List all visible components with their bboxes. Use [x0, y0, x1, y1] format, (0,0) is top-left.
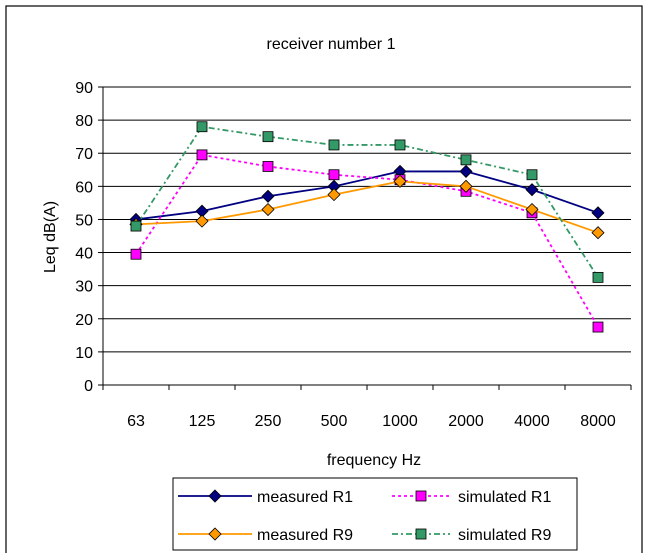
data-point [262, 131, 274, 143]
y-tick-label: 50 [75, 212, 93, 229]
y-tick-label: 80 [75, 113, 93, 130]
plot-area: 0 10 20 30 40 50 60 70 80 90 63 125 250 500 1000 2000 40… [75, 80, 632, 430]
series-line-measured-r1 [135, 170, 599, 221]
data-point [196, 149, 208, 161]
x-tick-label: 125 [189, 413, 216, 430]
data-point [525, 183, 539, 197]
data-point [130, 220, 142, 232]
data-point [196, 121, 208, 133]
x-axis-label: frequency Hz [327, 452, 421, 469]
chart-title: receiver number 1 [267, 36, 396, 53]
series-line-measured-r9 [135, 180, 599, 234]
legend-label: simulated R9 [458, 527, 551, 544]
x-tick-label: 63 [127, 413, 145, 430]
x-tick-label: 250 [255, 413, 282, 430]
data-point [261, 202, 275, 217]
data-point [591, 226, 605, 240]
legend-label: simulated R1 [458, 489, 551, 506]
x-tick-label: 8000 [580, 413, 616, 430]
data-point [460, 154, 472, 166]
data-point [525, 202, 539, 217]
data-point [130, 248, 142, 260]
series-line-simulated-r9 [135, 125, 599, 278]
y-axis-label: Leq dB(A) [42, 201, 59, 273]
y-tick-label: 20 [75, 312, 93, 329]
x-tick-label: 500 [321, 413, 348, 430]
chart-border [5, 5, 643, 558]
data-point [459, 164, 473, 178]
data-point [393, 174, 407, 188]
y-tick-label: 70 [75, 146, 93, 163]
data-point [394, 139, 406, 151]
legend-marker [415, 528, 427, 540]
data-point [592, 271, 604, 283]
y-tick-label: 60 [75, 179, 93, 196]
data-point [328, 169, 340, 181]
legend-label: measured R1 [257, 489, 353, 506]
data-point [591, 206, 605, 220]
legend-marker [208, 527, 222, 541]
legend-marker [208, 489, 222, 503]
y-tick-label: 30 [75, 279, 93, 296]
data-point [459, 179, 473, 193]
y-tick-label: 40 [75, 246, 93, 263]
y-tick-label: 0 [84, 378, 93, 395]
legend-label: measured R9 [257, 527, 353, 544]
y-tick-label: 10 [75, 345, 93, 362]
data-point [195, 214, 209, 228]
x-tick-label: 4000 [514, 413, 550, 430]
data-point [327, 188, 341, 202]
data-point [261, 189, 275, 203]
legend-marker [415, 490, 427, 502]
legend-box [172, 477, 578, 551]
y-tick-label: 90 [75, 80, 93, 97]
data-point [328, 139, 340, 151]
data-point [526, 169, 538, 181]
x-tick-label: 1000 [382, 413, 418, 430]
x-tick-label: 2000 [448, 413, 484, 430]
data-point [262, 161, 274, 172]
data-point [592, 321, 604, 333]
legend: measured R1 simulated R1 measured R9 simula… [172, 477, 578, 551]
